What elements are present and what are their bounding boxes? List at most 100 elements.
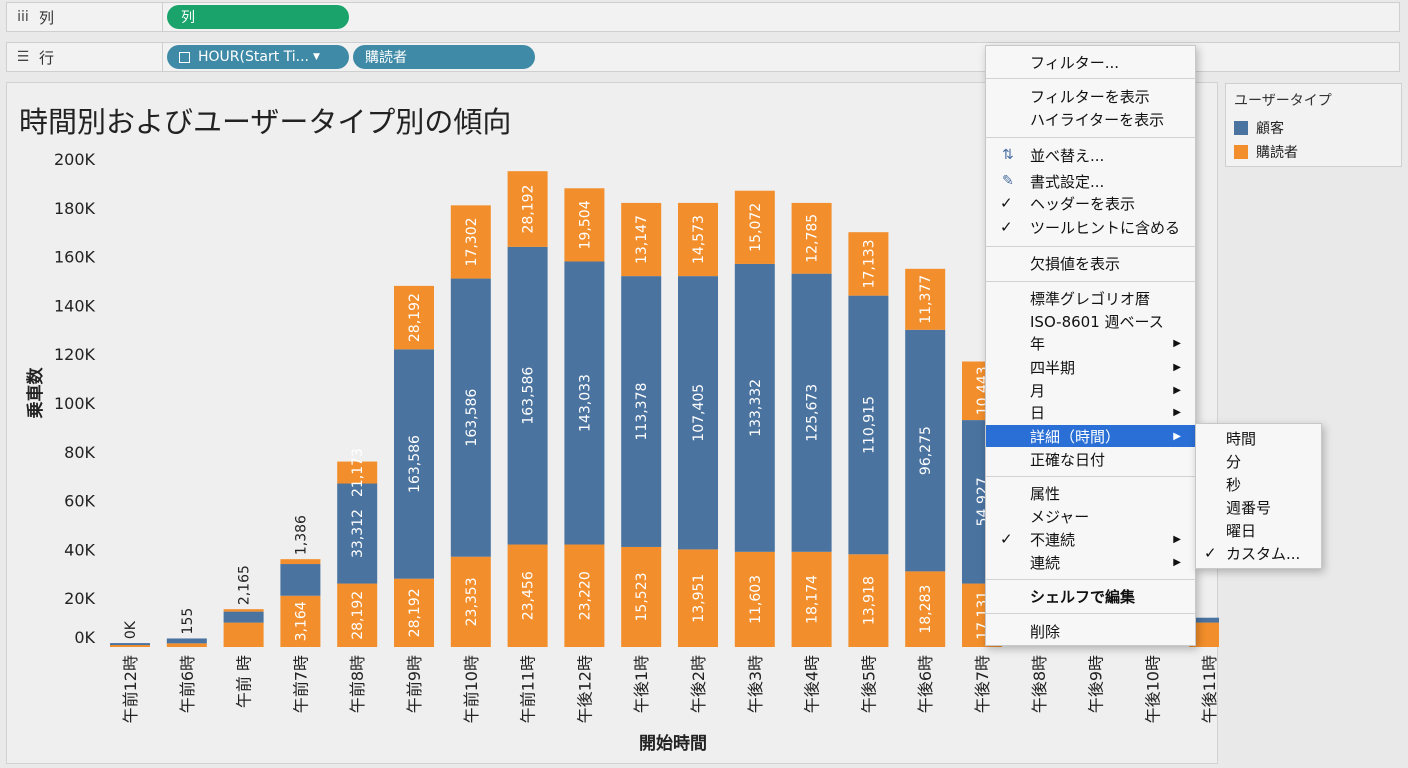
menu-item-delete[interactable]: 削除: [1030, 622, 1061, 641]
submenu-item-minute[interactable]: 分: [1226, 452, 1242, 471]
data-label: 28,192: [350, 591, 366, 640]
menu-item-month[interactable]: 月 ▶: [1030, 381, 1181, 400]
menu-item-attribute[interactable]: 属性: [1030, 484, 1061, 503]
menu-item-continuous[interactable]: 連続 ▶: [1030, 553, 1181, 572]
bar-segment: [848, 295, 889, 555]
submenu-item-second[interactable]: 秒: [1226, 475, 1242, 494]
context-menu: フィルター... フィルターを表示 ハイライターを表示 ⇅ 並べ替え... ✎ 書式…: [985, 45, 1196, 646]
menu-item-format[interactable]: ✎ 書式設定...: [1002, 172, 1105, 191]
subscriber-pill[interactable]: 購読者: [353, 45, 535, 69]
legend-item-customer[interactable]: 顧客: [1234, 118, 1393, 138]
bar-segment: [450, 205, 491, 279]
bar-segment: [110, 643, 150, 646]
legend-title: ユーザータイプ: [1234, 93, 1332, 109]
bar-segment: [848, 232, 889, 296]
data-label: 133,332: [748, 379, 764, 437]
menu-item-show-missing[interactable]: 欠損値を表示: [1030, 254, 1121, 273]
data-label: 23,220: [577, 571, 593, 620]
rows-icon: ☰: [16, 49, 30, 65]
bar-segment: [564, 261, 605, 545]
menu-item-discrete[interactable]: ✓ 不連続 ▶: [1000, 530, 1181, 549]
menu-item-include-tooltip[interactable]: ✓ ツールヒントに含める: [1000, 218, 1181, 237]
menu-item-exact-date[interactable]: 正確な日付: [1030, 450, 1106, 469]
menu-item-iso-week[interactable]: ISO-8601 週ベース: [1030, 312, 1164, 331]
y-tick-label: 180K: [54, 199, 96, 218]
x-tick-label: 午前9時: [405, 655, 424, 713]
data-label: 110,915: [861, 396, 877, 454]
stacked-bar-chart: 0K 20K 40K 60K 80K 100K 120K 140K 160K 180K 200K 乗車…: [25, 150, 1219, 754]
data-label: 12,785: [805, 214, 821, 263]
check-icon: ✓: [1000, 530, 1013, 548]
columns-pill[interactable]: 列: [167, 5, 349, 29]
bar-segment: [905, 571, 946, 647]
y-tick-label: 160K: [54, 248, 96, 267]
menu-item-gregorian[interactable]: 標準グレゴリオ暦: [1030, 289, 1151, 308]
bar-segment: [734, 263, 775, 552]
y-tick-label: 100K: [54, 394, 96, 413]
menu-item-measure[interactable]: メジャー: [1030, 507, 1090, 526]
x-tick-label: 午前7時: [291, 655, 310, 713]
bar-segment: [621, 276, 662, 547]
menu-item-show-header[interactable]: ✓ ヘッダーを表示: [1000, 194, 1136, 213]
data-label: 28,192: [407, 293, 423, 342]
hour-start-time-pill[interactable]: HOUR(Start Ti... ▼: [167, 45, 349, 69]
submenu-item-hour[interactable]: 時間: [1226, 429, 1257, 448]
menu-item-edit-in-shelf[interactable]: シェルフで編集: [1030, 587, 1136, 606]
menu-item-quarter[interactable]: 四半期 ▶: [1030, 358, 1181, 377]
menu-item-day[interactable]: 日 ▶: [1030, 403, 1181, 422]
bar-segment: [394, 285, 434, 350]
bar-segment: [223, 622, 264, 647]
bar-segment: [166, 638, 207, 644]
y-tick-label: 40K: [64, 540, 95, 559]
x-tick-label: 午前6時: [178, 655, 197, 713]
x-axis-label: 開始時間: [639, 733, 707, 754]
data-label: 0K: [123, 620, 139, 639]
data-label: 28,192: [521, 185, 537, 234]
sort-icon: ⇅: [1002, 147, 1014, 163]
date-field-icon: [179, 51, 190, 63]
menu-item-show-filter[interactable]: フィルターを表示: [1030, 87, 1150, 106]
y-tick-label: 0K: [74, 628, 95, 647]
submenu-item-week-number[interactable]: 週番号: [1226, 498, 1272, 517]
legend-swatch: [1234, 121, 1248, 135]
detail-time-submenu: 時間 分 秒 週番号 曜日 ✓ カスタム...: [1195, 423, 1322, 569]
bar-segment: [280, 564, 321, 596]
pill-dropdown-icon[interactable]: ▼: [313, 52, 320, 62]
submenu-arrow-icon: ▶: [1173, 430, 1181, 442]
x-tick-label: 午前10時: [462, 655, 481, 723]
y-tick-label: 60K: [64, 492, 95, 511]
data-label: 23,353: [464, 577, 480, 626]
x-tick-label: 午後11時: [1200, 655, 1219, 723]
x-tick-label: 午後9時: [1087, 655, 1106, 713]
y-tick-label: 200K: [54, 150, 96, 169]
data-label: 11,377: [918, 275, 934, 324]
menu-item-show-highlighter[interactable]: ハイライターを表示: [1030, 110, 1165, 129]
data-label: 163,586: [521, 367, 537, 425]
data-label: 96,275: [918, 426, 934, 475]
bar-segment: [848, 554, 889, 647]
x-tick-label: 午前12時: [121, 655, 140, 723]
submenu-arrow-icon: ▶: [1173, 384, 1181, 396]
submenu-arrow-icon: ▶: [1173, 337, 1181, 349]
data-label: 125,673: [805, 384, 821, 442]
legend-item-subscriber[interactable]: 購読者: [1234, 142, 1393, 162]
submenu-item-weekday[interactable]: 曜日: [1226, 521, 1257, 540]
menu-item-filter[interactable]: フィルター...: [1030, 53, 1120, 72]
menu-item-sort[interactable]: ⇅ 並べ替え...: [1002, 146, 1105, 165]
submenu-arrow-icon: ▶: [1173, 556, 1181, 568]
bar-segment: [394, 578, 434, 647]
viz-title: 時間別およびユーザータイプ別の傾向: [19, 105, 512, 139]
menu-separator: [986, 246, 1195, 247]
columns-icon: iii: [17, 9, 29, 25]
bar-segment: [450, 556, 491, 647]
menu-item-year[interactable]: 年 ▶: [1030, 334, 1181, 353]
bar-segment: [791, 202, 832, 274]
bar-segment: [280, 595, 321, 647]
submenu-item-custom[interactable]: ✓ カスタム...: [1204, 544, 1301, 563]
bar-segment: [621, 546, 662, 647]
bar-segment: [166, 643, 207, 647]
bar-segment: [507, 171, 548, 247]
menu-item-detail-time[interactable]: 詳細（時間） ▶: [986, 425, 1195, 447]
bar-segment: [791, 273, 832, 552]
data-label: 155: [180, 608, 196, 635]
